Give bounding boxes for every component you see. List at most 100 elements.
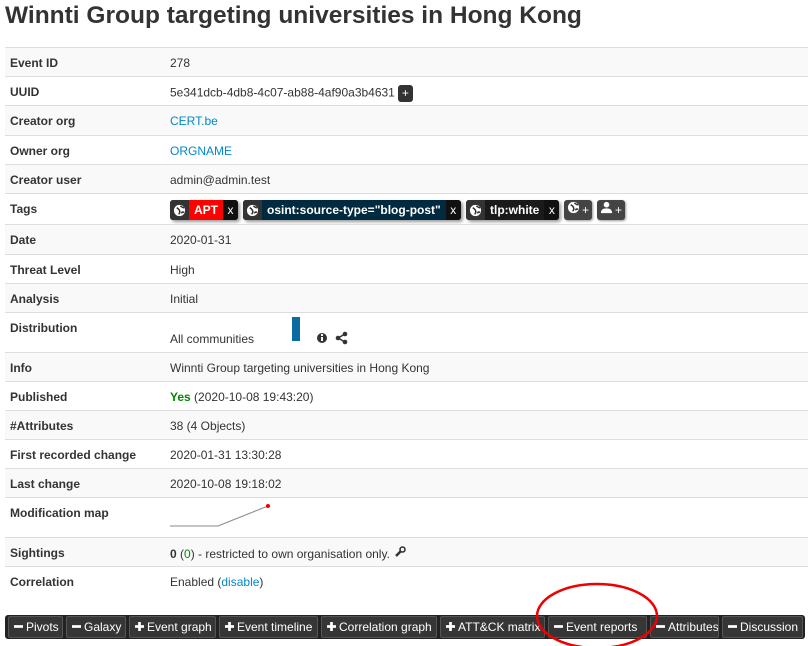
tab-button[interactable]: Event graph bbox=[129, 616, 216, 638]
tag-remove[interactable]: x bbox=[223, 200, 238, 220]
tab-bar: Pivots Galaxy Event graph Event timeline Cor… bbox=[5, 615, 805, 639]
wrench-icon bbox=[390, 546, 406, 561]
tag-globe-icon bbox=[466, 200, 485, 220]
row-value: High bbox=[170, 263, 195, 277]
detail-row: Published Yes (2020-10-08 19:43:20) bbox=[5, 381, 808, 410]
detail-row: Date 2020-01-31 bbox=[5, 224, 808, 254]
prefix: ( bbox=[180, 547, 185, 561]
row-value: 2020-01-31 bbox=[170, 233, 231, 247]
row-value: admin@admin.test bbox=[170, 173, 270, 187]
row-label: First recorded change bbox=[10, 448, 137, 462]
value-text: 2020-01-31 bbox=[170, 233, 232, 247]
row-label: Threat Level bbox=[10, 263, 81, 277]
distribution-graph bbox=[292, 317, 348, 345]
detail-row: Creator user admin@admin.test bbox=[5, 164, 808, 193]
row-value: 38 (4 Objects) bbox=[170, 419, 245, 433]
tab-label: Discussion bbox=[740, 620, 799, 634]
modification-map bbox=[170, 504, 270, 527]
tag[interactable]: osint:source-type="blog-post" x bbox=[243, 200, 461, 220]
tab-button[interactable]: Galaxy bbox=[66, 616, 126, 638]
detail-row: Correlation Enabled (disable) bbox=[5, 566, 808, 595]
tag[interactable]: tlp:white x bbox=[466, 200, 560, 220]
link[interactable]: ORGNAME bbox=[170, 144, 233, 158]
plus: + bbox=[582, 203, 590, 217]
row-label: #Attributes bbox=[10, 419, 74, 433]
value-text: Winnti Group targeting universities in H… bbox=[170, 361, 430, 375]
minus-icon bbox=[723, 617, 740, 637]
detail-row: Threat Level High bbox=[5, 254, 808, 283]
plus: + bbox=[615, 203, 623, 217]
detail-row: Creator org CERT.be bbox=[5, 105, 808, 135]
plus-icon bbox=[441, 617, 458, 637]
minus-icon bbox=[651, 617, 668, 637]
row-value: ORGNAME bbox=[170, 144, 232, 158]
published-status: Yes bbox=[170, 390, 191, 404]
row-value: CERT.be bbox=[170, 114, 218, 128]
detail-row: Sightings 0 (0) - restricted to own organ… bbox=[5, 537, 808, 566]
tab-label: Pivots bbox=[26, 620, 59, 634]
tab-button[interactable]: ATT&CK matrix bbox=[440, 616, 545, 638]
row-value: 5e341dcb-4db8-4c07-ab88-4af90a3b4631 + bbox=[170, 85, 413, 102]
value-text: Initial bbox=[170, 292, 199, 306]
row-value: Winnti Group targeting universities in H… bbox=[170, 361, 429, 375]
row-label: Sightings bbox=[10, 546, 65, 560]
sighting-link[interactable]: 0 bbox=[184, 547, 191, 561]
tag-name: APT bbox=[189, 200, 223, 220]
row-label: Correlation bbox=[10, 575, 75, 589]
suffix: ) - restricted to own organisation only. bbox=[190, 547, 390, 561]
tab-label: ATT&CK matrix bbox=[458, 620, 541, 634]
tab-button[interactable]: Correlation graph bbox=[321, 616, 437, 638]
row-label: Modification map bbox=[10, 506, 109, 520]
add-button[interactable]: + bbox=[397, 85, 413, 102]
value-text: 38 (4 Objects) bbox=[170, 419, 246, 433]
row-value: All communities bbox=[170, 332, 255, 346]
row-label: Info bbox=[10, 361, 32, 375]
icon bbox=[600, 200, 613, 220]
row-label: Creator org bbox=[10, 114, 76, 128]
detail-row: Tags APT x osint:source-type="blog-post" x tl… bbox=[5, 193, 808, 224]
row-label: Date bbox=[10, 233, 37, 247]
tag-globe-icon bbox=[243, 200, 262, 220]
detail-row: Info Winnti Group targeting universities … bbox=[5, 352, 808, 381]
detail-row: #Attributes 38 (4 Objects) bbox=[5, 410, 808, 439]
detail-row: First recorded change 2020-01-31 13:30:28 bbox=[5, 439, 808, 468]
tag[interactable]: APT x bbox=[170, 200, 238, 220]
sighting-count: 0 bbox=[170, 547, 177, 561]
row-value: 0 (0) - restricted to own organisation o… bbox=[170, 546, 406, 561]
tab-label: Attributes bbox=[668, 620, 719, 634]
tag-globe-icon bbox=[170, 200, 189, 220]
value-text: Enabled ( bbox=[170, 575, 222, 589]
row-label: Published bbox=[10, 390, 68, 404]
tab-button[interactable]: Event timeline bbox=[219, 616, 318, 638]
minus-icon bbox=[67, 617, 84, 637]
link[interactable]: CERT.be bbox=[170, 114, 218, 128]
tag-remove[interactable]: x bbox=[445, 200, 461, 220]
tab-button[interactable]: Event reports bbox=[548, 616, 647, 638]
add-tag-button[interactable]: + bbox=[597, 200, 626, 220]
event-title: Winnti Group targeting universities in H… bbox=[5, 2, 582, 29]
detail-row: Modification map bbox=[5, 497, 808, 537]
add-tag-button[interactable]: + bbox=[564, 200, 593, 220]
tab-button[interactable]: Attributes bbox=[650, 616, 719, 638]
link[interactable]: disable bbox=[221, 575, 260, 589]
tag-remove[interactable]: x bbox=[544, 200, 560, 220]
tab-button[interactable]: Pivots bbox=[8, 616, 63, 638]
tab-button[interactable]: Discussion bbox=[722, 616, 803, 638]
detail-row: Last change 2020-10-08 19:18:02 bbox=[5, 468, 808, 497]
value-text: 2020-10-08 19:18:02 bbox=[170, 477, 282, 491]
row-value: Enabled (disable) bbox=[170, 575, 263, 589]
tab-label: Event graph bbox=[147, 620, 212, 634]
value-text: 2020-01-31 13:30:28 bbox=[170, 448, 282, 462]
row-value: 2020-10-08 19:18:02 bbox=[170, 477, 281, 491]
row-label: Event ID bbox=[10, 56, 59, 70]
row-label: Tags bbox=[10, 202, 38, 216]
row-value: 278 bbox=[170, 56, 190, 70]
value-text: 278 bbox=[170, 56, 191, 70]
plus-icon bbox=[322, 617, 339, 637]
value-text: admin@admin.test bbox=[170, 173, 271, 187]
minus-icon bbox=[9, 617, 26, 637]
row-label: Analysis bbox=[10, 292, 60, 306]
plus-icon bbox=[220, 617, 237, 637]
tab-label: Event reports bbox=[566, 620, 638, 634]
